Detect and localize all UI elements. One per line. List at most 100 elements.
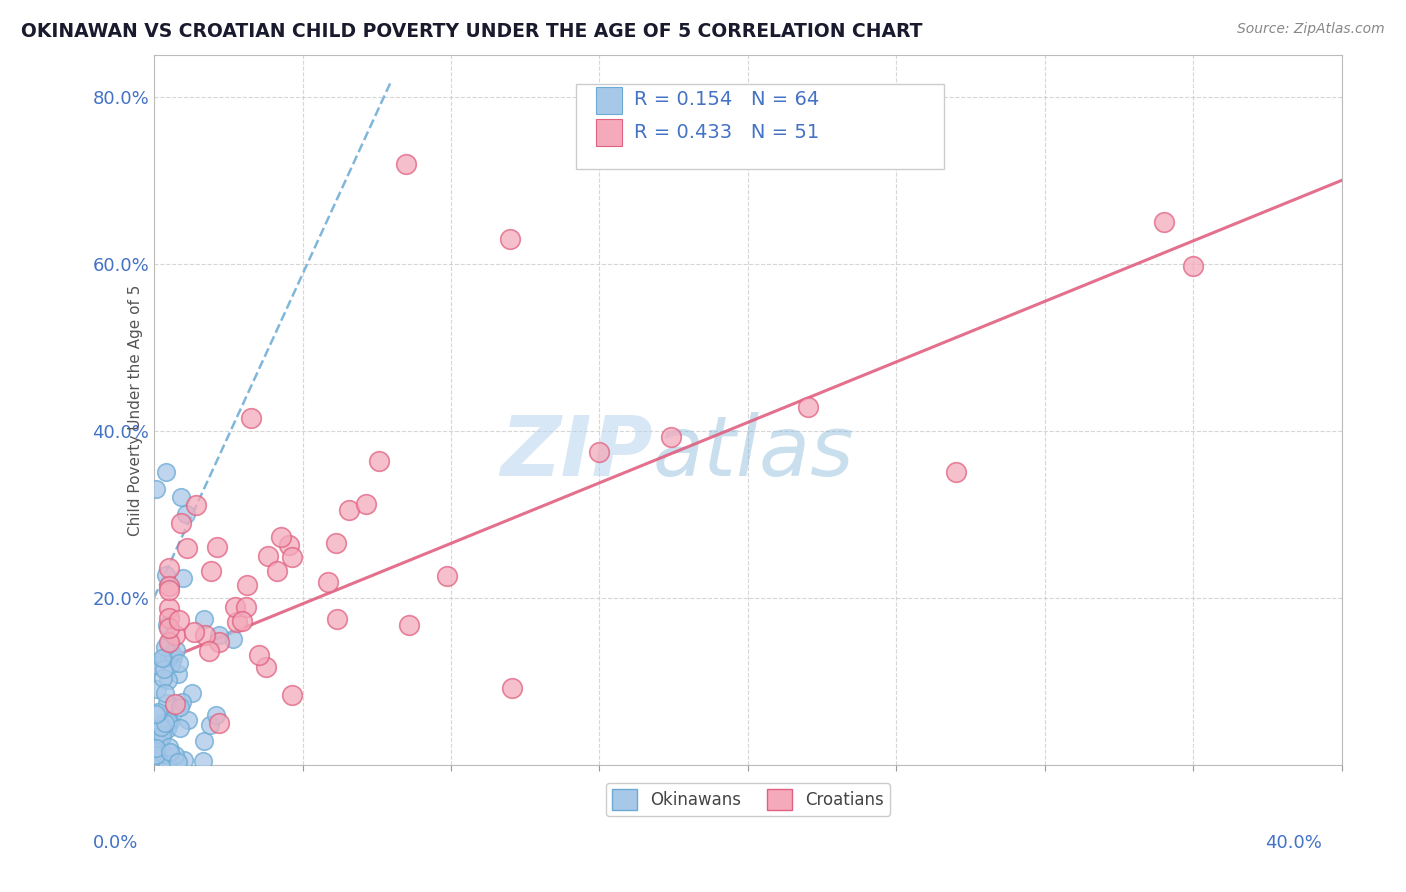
Point: [266, 564, 288, 578]
Point: [157, 583, 180, 598]
Point: [163, 697, 186, 711]
Point: [159, 745, 181, 759]
Point: [152, 671, 174, 685]
Point: [270, 530, 292, 544]
Point: [247, 648, 270, 663]
Legend: Okinawans, Croatians: Okinawans, Croatians: [606, 783, 890, 816]
Point: [797, 400, 820, 414]
Text: R = 0.433   N = 51: R = 0.433 N = 51: [634, 123, 820, 142]
Text: OKINAWAN VS CROATIAN CHILD POVERTY UNDER THE AGE OF 5 CORRELATION CHART: OKINAWAN VS CROATIAN CHILD POVERTY UNDER…: [21, 22, 922, 41]
Point: [236, 578, 259, 592]
Point: [205, 708, 228, 723]
Point: [159, 714, 181, 729]
Point: [167, 756, 190, 770]
Point: [155, 567, 177, 582]
Point: [208, 628, 231, 642]
Point: [157, 611, 180, 625]
Point: [325, 536, 347, 550]
Point: [152, 662, 174, 676]
Text: 40.0%: 40.0%: [1265, 834, 1322, 852]
Point: [148, 736, 170, 750]
Point: [157, 621, 180, 635]
Point: [159, 739, 181, 754]
Point: [156, 673, 179, 688]
Point: [156, 618, 179, 632]
Point: [148, 716, 170, 731]
Point: [167, 656, 190, 670]
Point: [177, 713, 200, 727]
Point: [193, 754, 215, 768]
Point: [222, 632, 245, 646]
Point: [149, 720, 172, 734]
Point: [157, 579, 180, 593]
Point: [152, 651, 174, 665]
Point: [588, 445, 610, 459]
Point: [155, 722, 177, 736]
Point: [169, 613, 191, 627]
Point: [146, 682, 169, 697]
Point: [231, 614, 253, 628]
Text: atlas: atlas: [652, 412, 855, 493]
Point: [156, 757, 179, 772]
Point: [153, 747, 176, 762]
Point: [1153, 215, 1175, 229]
Point: [194, 628, 217, 642]
FancyBboxPatch shape: [596, 87, 621, 114]
Point: [155, 697, 177, 711]
Point: [208, 635, 231, 649]
Point: [398, 618, 420, 632]
Point: [145, 730, 167, 744]
Point: [165, 642, 187, 657]
Point: [337, 502, 360, 516]
Point: [157, 716, 180, 731]
Point: [316, 575, 339, 590]
Point: [165, 628, 187, 642]
Y-axis label: Child Poverty Under the Age of 5: Child Poverty Under the Age of 5: [128, 285, 143, 535]
Point: [254, 659, 277, 673]
Point: [172, 695, 194, 709]
Text: R = 0.154   N = 64: R = 0.154 N = 64: [634, 90, 820, 110]
Point: [659, 430, 682, 444]
Point: [176, 541, 198, 555]
Point: [160, 646, 183, 660]
Point: [163, 748, 186, 763]
Point: [166, 667, 188, 681]
Point: [207, 540, 229, 554]
Point: [155, 466, 177, 480]
Point: [169, 700, 191, 714]
Point: [198, 718, 221, 732]
Point: [193, 733, 215, 747]
Point: [173, 753, 195, 767]
Point: [224, 599, 246, 614]
Text: 0.0%: 0.0%: [93, 834, 138, 852]
Point: [157, 714, 180, 729]
Point: [183, 625, 205, 640]
Point: [200, 564, 222, 578]
Point: [159, 657, 181, 671]
Point: [280, 688, 302, 702]
Point: [499, 232, 522, 246]
Point: [150, 651, 173, 665]
Point: [150, 728, 173, 742]
Point: [148, 746, 170, 760]
Point: [395, 156, 418, 170]
Point: [150, 731, 173, 746]
Point: [148, 706, 170, 720]
Point: [368, 453, 391, 467]
Point: [257, 549, 280, 563]
Point: [281, 549, 304, 564]
Point: [180, 686, 202, 700]
Point: [153, 716, 176, 731]
Point: [157, 561, 180, 575]
Point: [326, 611, 349, 625]
Point: [152, 747, 174, 761]
Point: [945, 466, 967, 480]
Point: [145, 747, 167, 762]
Point: [235, 600, 257, 615]
Point: [170, 516, 193, 530]
Point: [169, 721, 191, 735]
Point: [162, 651, 184, 665]
Point: [155, 640, 177, 654]
Point: [354, 497, 377, 511]
Point: [174, 507, 197, 521]
